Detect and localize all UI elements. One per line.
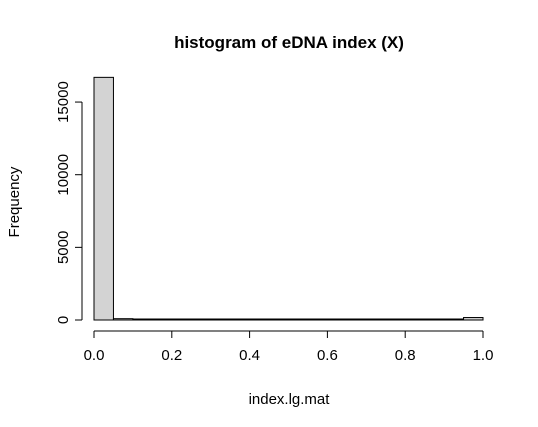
x-axis: 0.0 0.2 0.4 0.6 0.8 1.0 (84, 330, 494, 364)
histogram-bar (424, 318, 445, 321)
histogram-bar (307, 318, 328, 321)
x-axis-label: index.lg.mat (249, 391, 331, 408)
x-tick-label: 1.0 (473, 347, 494, 364)
y-tick-label: 5000 (55, 231, 72, 264)
histogram-bar (288, 318, 309, 321)
histogram-bar (132, 318, 153, 321)
histogram-bar (210, 318, 231, 321)
y-axis: 0 5000 10000 15000 (55, 81, 83, 324)
histogram-bar (249, 318, 270, 321)
histogram-bar (443, 318, 465, 321)
x-tick-label: 0.4 (239, 347, 260, 364)
histogram-bars (93, 76, 484, 321)
histogram-bar (365, 318, 387, 321)
histogram-bar (404, 318, 426, 321)
histogram-bar (151, 318, 173, 321)
histogram-bar (463, 317, 484, 321)
histogram-bar (171, 318, 192, 321)
y-tick-label: 0 (55, 316, 72, 324)
histogram-bar (229, 318, 251, 321)
x-tick-label: 0.0 (84, 347, 105, 364)
x-tick-label: 0.8 (395, 347, 416, 364)
histogram-bar (385, 318, 406, 321)
x-tick-label: 0.6 (317, 347, 338, 364)
y-axis-label: Frequency (6, 166, 23, 237)
histogram-bar (346, 318, 367, 321)
x-tick-label: 0.2 (161, 347, 182, 364)
y-tick-label: 10000 (55, 154, 72, 196)
histogram-bar (190, 318, 212, 321)
histogram-bar (268, 318, 289, 321)
histogram-bar (112, 318, 134, 321)
histogram-bar (93, 76, 114, 321)
y-tick-label: 15000 (55, 81, 72, 123)
histogram-bar (326, 318, 348, 321)
chart-title: histogram of eDNA index (X) (174, 33, 404, 52)
